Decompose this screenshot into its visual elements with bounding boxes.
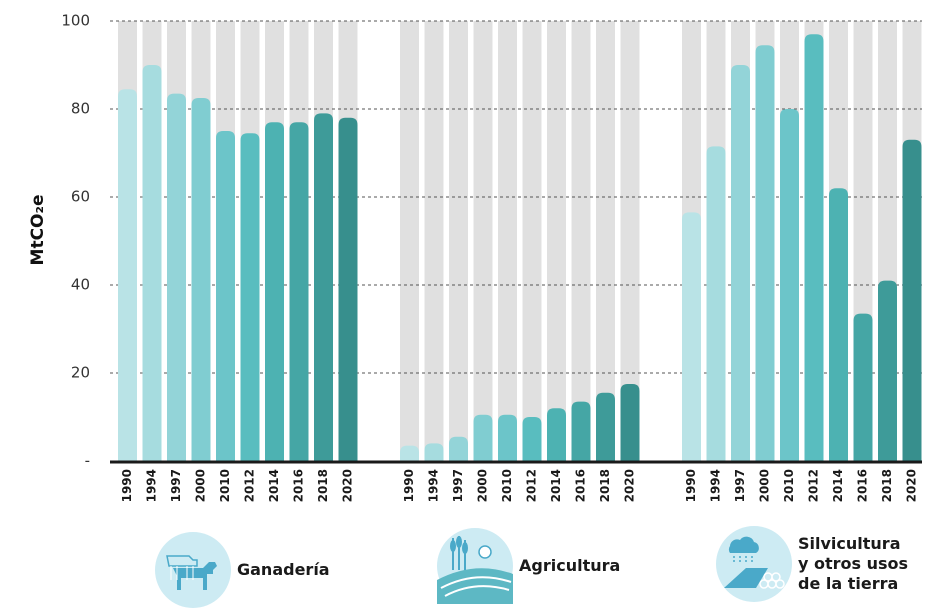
y-tick-label: -	[85, 452, 90, 470]
x-tick-label: 2018	[880, 469, 894, 502]
background-bars	[118, 21, 922, 461]
background-bar	[473, 21, 493, 461]
wheat-field-icon	[437, 528, 513, 604]
bar-2000	[473, 414, 493, 461]
x-tick-label: 2000	[758, 469, 772, 502]
x-tick-label: 2010	[218, 469, 232, 502]
x-tick-label: 2018	[316, 469, 330, 502]
x-tick-label: 2020	[341, 469, 355, 502]
x-tick-label: 2010	[500, 469, 514, 502]
legend-item-silvicultura: Silvicultura y otros usos de la tierra	[716, 526, 908, 602]
background-bar	[571, 21, 591, 461]
bar-2012	[804, 34, 824, 461]
bar-1997	[167, 93, 186, 461]
x-tick-label: 1990	[402, 469, 416, 502]
bar-2012	[522, 417, 542, 461]
x-tick-label: 1994	[427, 469, 441, 502]
x-tick-label: 2014	[831, 469, 845, 502]
forest-rain-icon	[716, 526, 792, 602]
bar-2020	[620, 384, 640, 461]
bar-2010	[498, 414, 517, 461]
x-tick-label: 1990	[684, 469, 698, 502]
bar-2018	[596, 392, 615, 461]
background-bar	[498, 21, 517, 461]
bar-2018	[878, 280, 897, 461]
chart: - 20 40 60 80 100 1990 1994 1997 2000 2010 2012 201…	[28, 12, 922, 502]
data-bars	[118, 34, 922, 462]
bar-2010	[780, 109, 799, 461]
y-tick-label: 60	[71, 188, 90, 206]
bar-2000	[755, 45, 775, 461]
y-tick-label: 20	[71, 364, 90, 382]
x-axis-ticks: 1990 1994 1997 2000 2010 2012 2014 2016 2018 2020…	[120, 469, 919, 502]
x-tick-label: 2014	[267, 469, 281, 502]
y-tick-label: 80	[71, 100, 90, 118]
bar-1990	[400, 445, 419, 461]
legend-item-agricultura: Agricultura	[437, 528, 620, 604]
bar-2014	[829, 188, 848, 461]
bar-2000	[191, 98, 211, 461]
background-bar	[596, 21, 615, 461]
bar-1994	[706, 146, 726, 461]
x-tick-label: 2012	[243, 469, 257, 502]
bar-1994	[142, 65, 162, 461]
x-tick-label: 1997	[169, 469, 183, 502]
bar-1997	[449, 436, 468, 461]
background-bar	[522, 21, 542, 461]
x-tick-label: 1997	[733, 469, 747, 502]
bar-2018	[314, 113, 333, 462]
background-bar	[424, 21, 444, 461]
x-tick-label: 2020	[623, 469, 637, 502]
legend-label-agricultura: Agricultura	[519, 556, 621, 575]
bar-2014	[265, 122, 284, 461]
y-axis-ticks: - 20 40 60 80 100	[61, 12, 90, 470]
bar-1994	[424, 443, 444, 461]
x-tick-label: 2016	[856, 469, 870, 502]
x-tick-label: 1997	[451, 469, 465, 502]
bar-2020	[338, 117, 358, 462]
bar-2010	[216, 131, 235, 461]
bar-1997	[731, 65, 750, 461]
x-tick-label: 2010	[782, 469, 796, 502]
x-tick-label: 2016	[292, 469, 306, 502]
background-bar	[449, 21, 468, 461]
x-tick-label: 2018	[598, 469, 612, 502]
bar-2012	[240, 133, 260, 461]
x-tick-label: 2016	[574, 469, 588, 502]
legend-label-silvicultura: Silvicultura y otros usos de la tierra	[798, 534, 909, 593]
x-tick-label: 1994	[145, 469, 159, 502]
background-bar	[400, 21, 419, 461]
background-bar	[547, 21, 566, 461]
x-tick-label: 2012	[525, 469, 539, 502]
bar-2020	[902, 139, 922, 462]
background-bar	[620, 21, 640, 461]
cow-icon	[155, 532, 231, 608]
bar-2014	[547, 408, 566, 461]
legend-label-ganaderia: Ganadería	[237, 560, 330, 579]
bar-2016	[571, 401, 591, 461]
y-tick-label: 100	[61, 12, 90, 30]
x-tick-label: 1990	[120, 469, 134, 502]
x-tick-label: 2000	[194, 469, 208, 502]
bar-2016	[289, 122, 309, 461]
bar-2016	[853, 313, 873, 461]
x-tick-label: 2020	[905, 469, 919, 502]
y-tick-label: 40	[71, 276, 90, 294]
x-tick-label: 2000	[476, 469, 490, 502]
y-axis-label: MtCO₂e	[28, 195, 48, 266]
x-tick-label: 1994	[709, 469, 723, 502]
bar-1990	[118, 89, 137, 461]
x-tick-label: 2012	[807, 469, 821, 502]
bar-1990	[682, 212, 701, 461]
x-tick-label: 2014	[549, 469, 563, 502]
legend-item-ganaderia: Ganadería	[155, 532, 330, 608]
